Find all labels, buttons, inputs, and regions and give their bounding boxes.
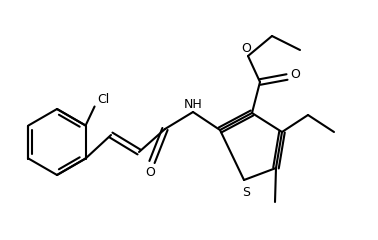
Text: S: S <box>242 186 250 198</box>
Text: O: O <box>145 167 155 180</box>
Text: O: O <box>290 68 300 82</box>
Text: NH: NH <box>184 97 202 110</box>
Text: Cl: Cl <box>98 93 110 106</box>
Text: O: O <box>241 42 251 54</box>
